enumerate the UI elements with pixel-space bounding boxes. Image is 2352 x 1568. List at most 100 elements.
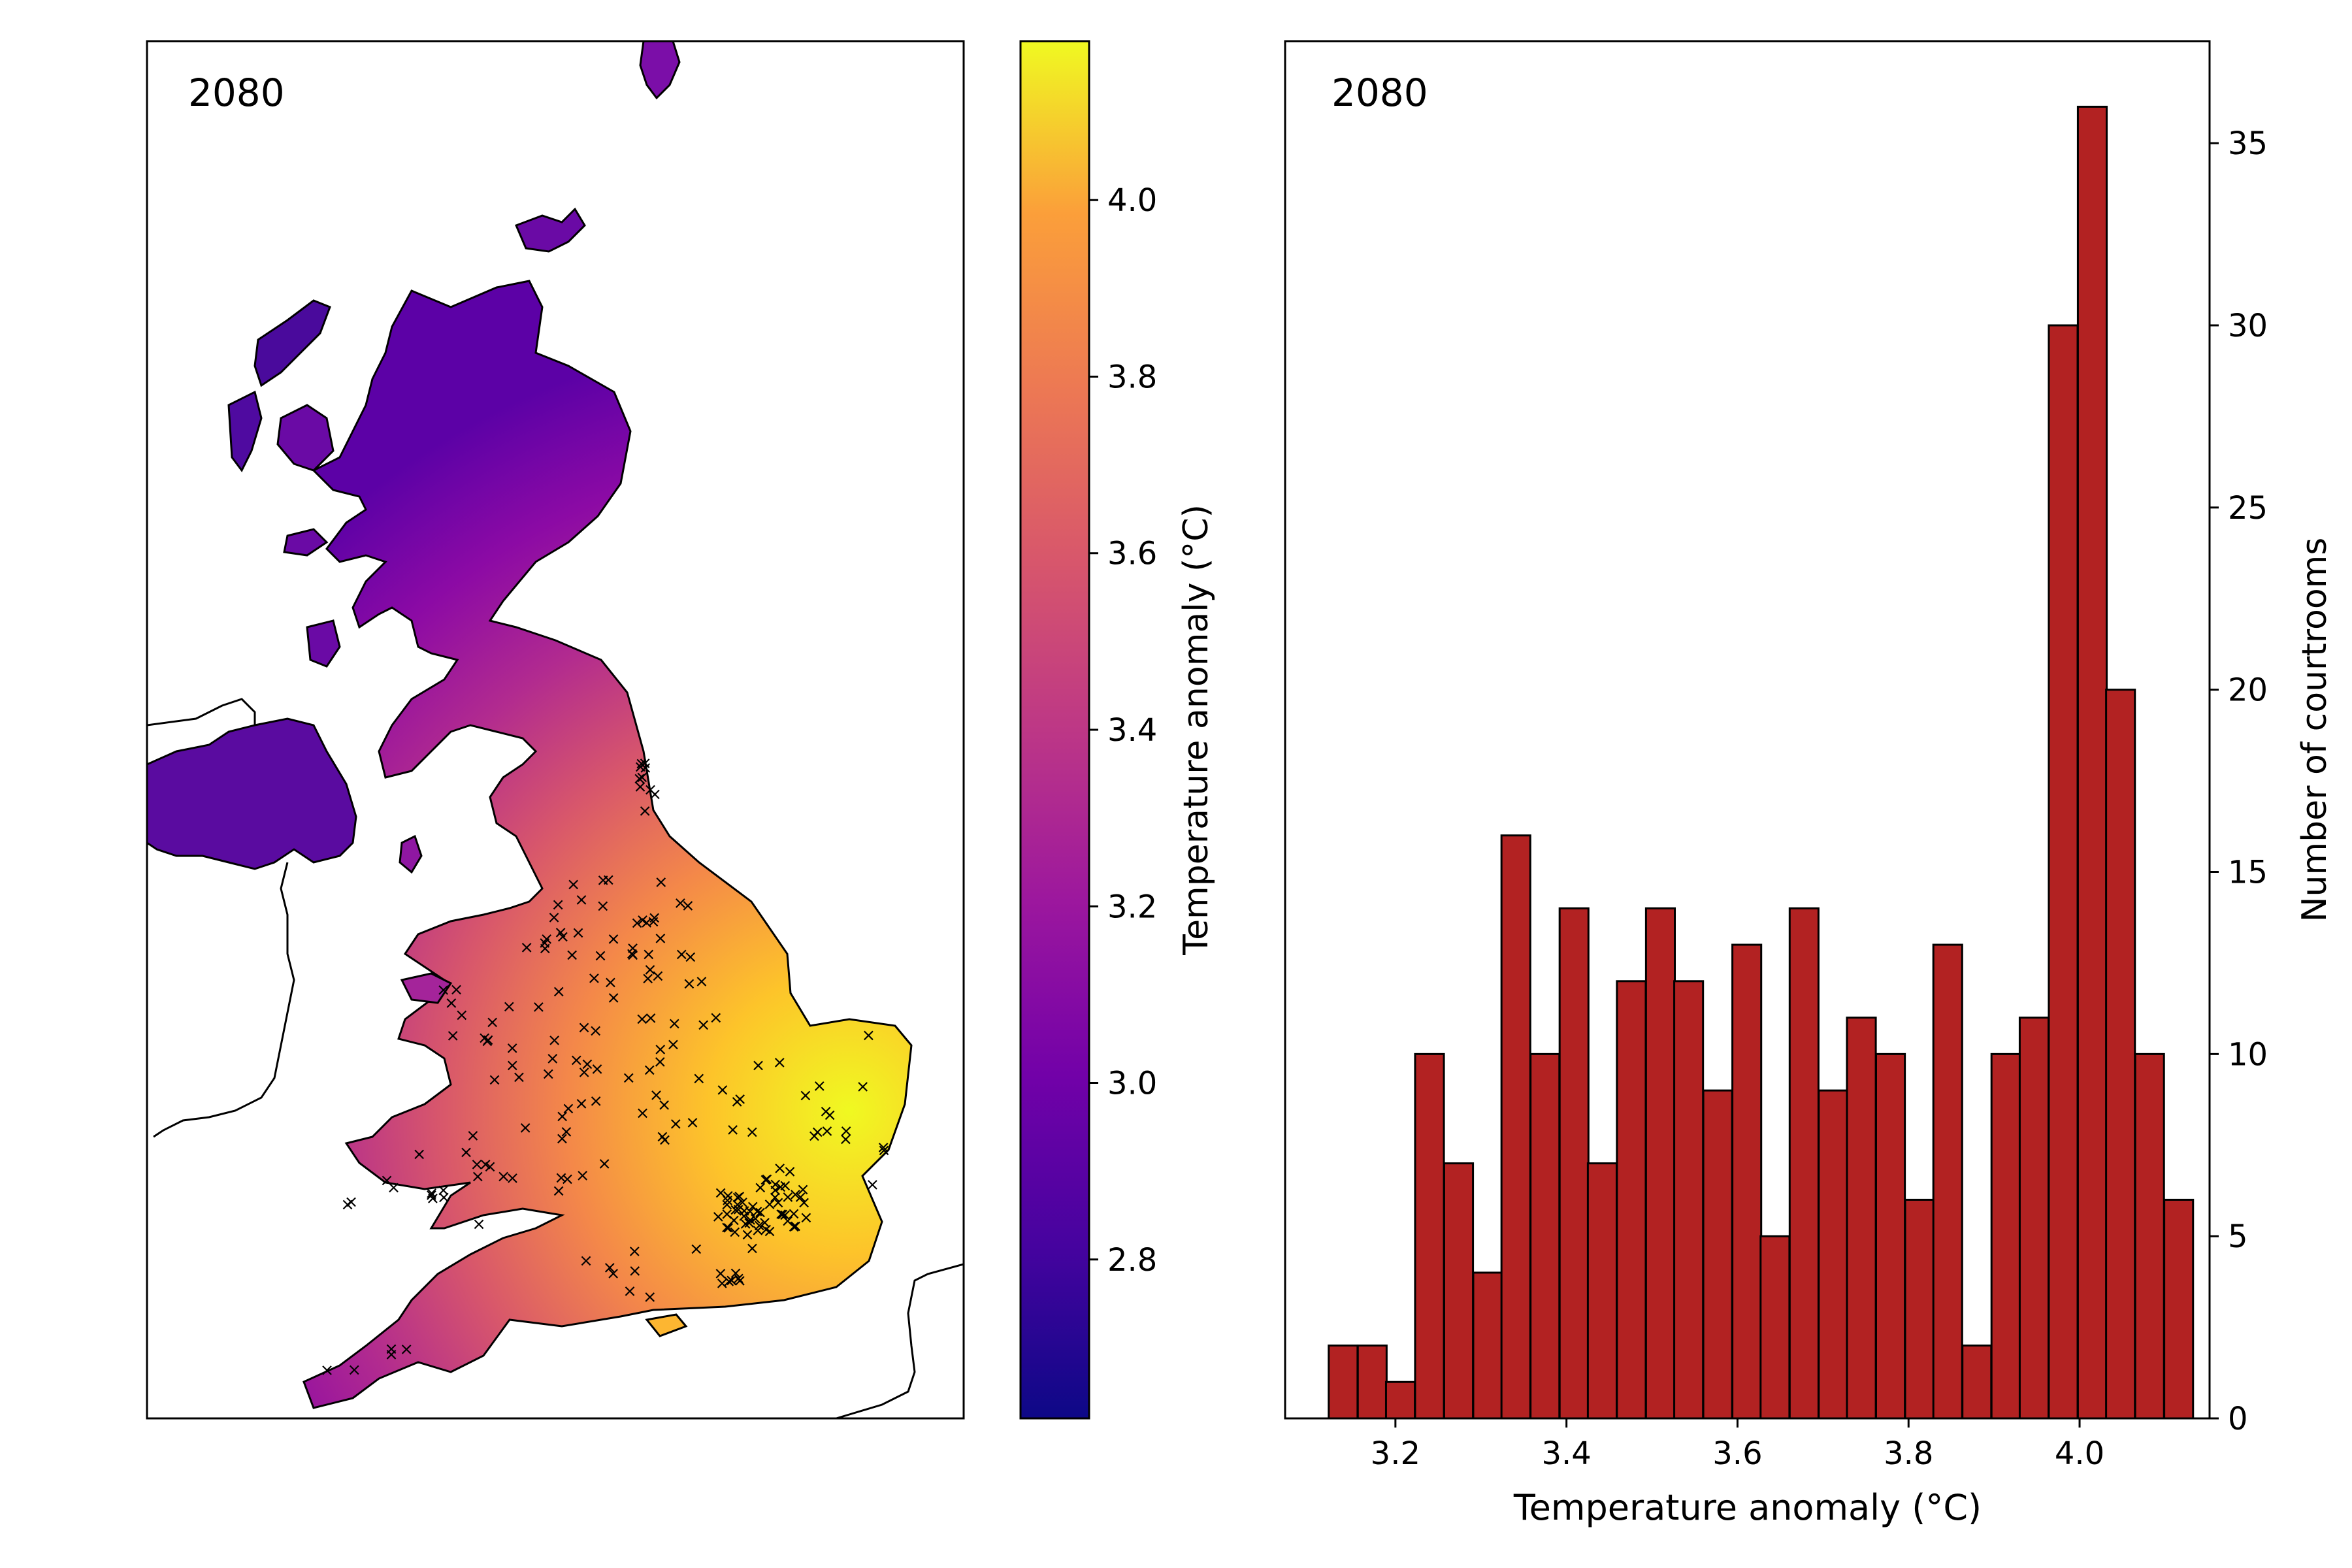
courtroom-marker: × (653, 1039, 668, 1059)
courtroom-markers: ××× ×××××××××××××××××× ××××××× ××××× ×××××××… (320, 753, 891, 1380)
courtroom-marker: × (636, 911, 650, 930)
courtroom-marker: × (728, 1200, 743, 1220)
courtroom-marker: × (657, 1096, 672, 1115)
courtroom-marker: × (603, 973, 617, 992)
courtroom-marker: × (654, 873, 668, 892)
courtroom-marker: × (571, 923, 585, 943)
courtroom-marker: × (436, 1181, 451, 1200)
courtroom-marker: × (347, 1360, 361, 1380)
courtroom-marker: × (628, 1262, 642, 1281)
y-tick-label: 20 (2228, 672, 2268, 709)
courtroom-marker: × (781, 1211, 795, 1231)
courtroom-marker: × (551, 1181, 566, 1201)
courtroom-marker: × (720, 1195, 734, 1215)
courtroom-marker: × (436, 1188, 451, 1207)
isle-of-man (399, 834, 423, 874)
histogram-bar (1759, 1235, 1791, 1420)
courtroom-marker: × (601, 870, 615, 890)
anglesey-island (400, 972, 453, 1004)
courtroom-marker: × (647, 908, 662, 928)
courtroom-marker: × (425, 1186, 439, 1205)
histogram-bar (1529, 1053, 1561, 1420)
histogram-bar (1414, 1053, 1445, 1420)
courtroom-marker: × (644, 1008, 658, 1028)
courtroom-marker: × (478, 1154, 493, 1174)
histogram-y-axis-label: Number of courtrooms (2295, 538, 2334, 923)
histogram-bar (1846, 1017, 1877, 1420)
courtroom-marker: × (737, 1201, 751, 1221)
courtroom-marker: × (634, 754, 649, 774)
courtroom-marker: × (674, 945, 689, 964)
courtroom-marker: × (799, 1208, 813, 1228)
courtroom-marker: × (626, 939, 640, 958)
courtroom-marker: × (715, 1080, 730, 1100)
x-tick-label: 3.4 (1541, 1435, 1591, 1472)
courtroom-marker: × (689, 1239, 704, 1259)
ireland-border-outline (147, 698, 295, 1138)
histogram-panel: 3.2 3.4 3.6 3.8 4.0 0 5 10 15 20 25 30 35 2080 Temp… (1284, 40, 2334, 1528)
courtroom-marker: × (796, 1180, 810, 1200)
courtroom-marker: × (727, 1211, 741, 1230)
courtroom-marker: × (856, 1077, 870, 1096)
courtroom-marker: × (692, 1069, 706, 1088)
courtroom-marker: × (726, 1120, 740, 1140)
courtroom-marker: × (641, 969, 655, 988)
courtroom-marker: × (812, 1076, 826, 1096)
islay-island (306, 619, 341, 668)
courtroom-marker: × (426, 1189, 440, 1209)
courtroom-marker: × (751, 1220, 765, 1240)
courtroom-marker: × (787, 1204, 801, 1224)
courtroom-marker: × (768, 1188, 782, 1207)
y-tick-label: 15 (2228, 854, 2268, 890)
courtroom-marker: × (685, 1113, 700, 1133)
x-tick-label: 4.0 (2055, 1435, 2104, 1472)
courtroom-marker: × (743, 1201, 757, 1221)
courtroom-marker: × (696, 1015, 711, 1035)
courtroom-marker: × (399, 1340, 414, 1360)
courtroom-marker: × (587, 969, 601, 988)
courtroom-marker: × (538, 933, 552, 953)
courtroom-marker: × (590, 1059, 604, 1079)
courtroom-marker: × (819, 1102, 833, 1121)
courtroom-marker: × (412, 1145, 427, 1164)
histogram-bar (1990, 1053, 2021, 1420)
courtroom-marker: × (745, 1197, 760, 1217)
courtroom-marker: × (753, 1178, 768, 1198)
courtroom-marker: × (709, 1008, 723, 1028)
courtroom-marker: × (632, 769, 647, 789)
courtroom-marker: × (667, 1014, 681, 1034)
histogram-bar (1356, 1344, 1388, 1420)
courtroom-marker: × (547, 1031, 562, 1051)
courtroom-marker: × (320, 1360, 335, 1380)
y-tick-label: 10 (2228, 1036, 2268, 1073)
courtroom-marker: × (546, 1049, 560, 1069)
courtroom-marker: × (574, 890, 589, 909)
courtroom-marker: × (758, 1213, 772, 1233)
courtroom-marker: × (559, 1122, 574, 1142)
courtroom-marker: × (436, 981, 451, 1000)
courtroom-marker: × (721, 1191, 735, 1211)
courtroom-marker: × (762, 1222, 777, 1241)
courtroom-marker: × (673, 893, 687, 913)
histogram-bar (1731, 943, 1763, 1420)
courtroom-marker: × (384, 1345, 399, 1364)
histogram-bar (2163, 1198, 2195, 1420)
courtroom-marker: × (541, 1064, 555, 1084)
courtroom-marker: × (787, 1217, 801, 1237)
courtroom-marker: × (449, 980, 464, 1000)
colorbar-tick-label: 3.4 (1107, 712, 1157, 749)
courtroom-marker: × (483, 1157, 497, 1177)
courtroom-marker: × (597, 1154, 612, 1173)
courtroom-marker: × (485, 1013, 500, 1032)
courtroom-marker: × (606, 988, 621, 1007)
courtroom-marker: × (519, 938, 534, 957)
courtroom-marker: × (505, 1168, 519, 1188)
courtroom-marker: × (732, 1269, 746, 1288)
courtroom-marker: × (725, 1271, 739, 1290)
courtroom-marker: × (682, 974, 696, 994)
colorbar-label: Temperature anomaly (°C) (1177, 504, 1216, 956)
courtroom-marker: × (596, 870, 610, 890)
histogram-bar (1788, 907, 1820, 1420)
courtroom-marker: × (481, 1030, 495, 1050)
courtroom-marker: × (531, 997, 546, 1017)
